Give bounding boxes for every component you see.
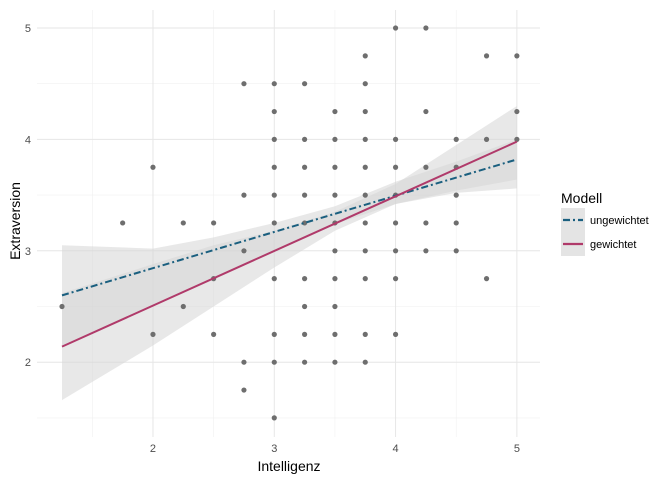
data-point <box>362 192 368 198</box>
legend-title: Modell <box>561 190 602 206</box>
data-point <box>332 108 338 115</box>
data-point <box>362 248 368 254</box>
y-tick-label: 2 <box>25 357 31 369</box>
data-point <box>362 108 368 115</box>
data-point <box>271 331 277 337</box>
data-point <box>362 164 368 170</box>
data-point <box>241 359 247 365</box>
data-point <box>362 276 368 282</box>
data-point <box>302 276 308 282</box>
data-point <box>423 220 429 226</box>
data-point <box>332 331 338 337</box>
data-point <box>332 248 338 254</box>
data-point <box>453 136 459 142</box>
regression-lines <box>61 140 518 348</box>
data-point <box>332 136 338 142</box>
data-point <box>483 276 490 282</box>
legend: Modell ungewichtet gewichtet <box>561 190 649 256</box>
data-point <box>362 220 368 226</box>
data-point <box>362 136 368 142</box>
data-point <box>211 331 217 337</box>
data-point <box>362 359 368 365</box>
data-point <box>271 164 277 170</box>
data-point <box>271 136 277 142</box>
data-point <box>514 136 520 142</box>
y-tick-label: 5 <box>25 23 31 35</box>
data-point <box>483 53 490 59</box>
data-point <box>150 331 156 337</box>
data-point <box>453 192 459 198</box>
data-point <box>271 276 277 282</box>
legend-label-ungewichtet: ungewichtet <box>590 215 649 227</box>
data-point <box>302 359 308 365</box>
regression-line-ungewichtet <box>61 158 518 297</box>
data-point <box>180 303 186 310</box>
data-point <box>271 81 277 87</box>
data-point <box>271 220 277 226</box>
data-point <box>241 248 247 254</box>
data-point <box>302 164 308 170</box>
data-point <box>392 248 399 254</box>
data-point <box>423 108 429 115</box>
data-point <box>271 108 277 115</box>
data-point <box>302 81 308 87</box>
data-point <box>392 25 399 31</box>
x-tick-label: 3 <box>271 443 277 455</box>
data-point <box>453 248 459 254</box>
y-tick-label: 4 <box>25 134 31 146</box>
data-point <box>302 331 308 337</box>
y-axis-ticks: 2 3 4 5 <box>25 23 31 369</box>
data-point <box>423 25 429 31</box>
data-point <box>150 164 156 170</box>
ci-band-gewichtet <box>62 105 517 401</box>
data-point <box>271 359 277 365</box>
data-point <box>362 331 368 337</box>
data-point <box>423 164 429 170</box>
data-point <box>423 248 429 254</box>
data-point <box>302 136 308 142</box>
data-point <box>514 53 520 59</box>
data-point <box>332 359 338 365</box>
data-point <box>271 192 277 198</box>
data-point <box>392 164 399 170</box>
data-point <box>453 220 459 226</box>
y-axis-title: Extraversion <box>7 182 23 260</box>
y-tick-label: 3 <box>25 246 31 258</box>
data-point <box>180 220 186 226</box>
data-point <box>241 81 247 87</box>
data-point <box>362 53 368 59</box>
data-point <box>514 108 520 115</box>
data-point <box>271 415 277 421</box>
data-point <box>392 331 399 337</box>
data-point <box>392 276 399 282</box>
data-point <box>332 192 338 198</box>
data-point <box>392 136 399 142</box>
x-tick-label: 4 <box>393 443 399 455</box>
data-point <box>241 387 247 393</box>
data-point <box>302 303 308 310</box>
data-point <box>211 220 217 226</box>
x-axis-ticks: 2 3 4 5 <box>150 443 520 455</box>
x-tick-label: 2 <box>150 443 156 455</box>
data-point <box>302 192 308 198</box>
data-point <box>392 220 399 226</box>
data-point <box>483 136 490 142</box>
x-axis-title: Intelligenz <box>257 458 320 474</box>
data-point <box>332 164 338 170</box>
data-point <box>59 303 65 310</box>
data-point <box>332 276 338 282</box>
x-tick-label: 5 <box>514 443 520 455</box>
data-point <box>332 303 338 310</box>
confidence-bands <box>62 105 517 401</box>
data-point <box>362 81 368 87</box>
regression-line-gewichtet <box>61 140 518 348</box>
data-point <box>120 220 126 226</box>
data-points <box>59 25 520 421</box>
data-point <box>241 192 247 198</box>
legend-label-gewichtet: gewichtet <box>590 239 636 251</box>
